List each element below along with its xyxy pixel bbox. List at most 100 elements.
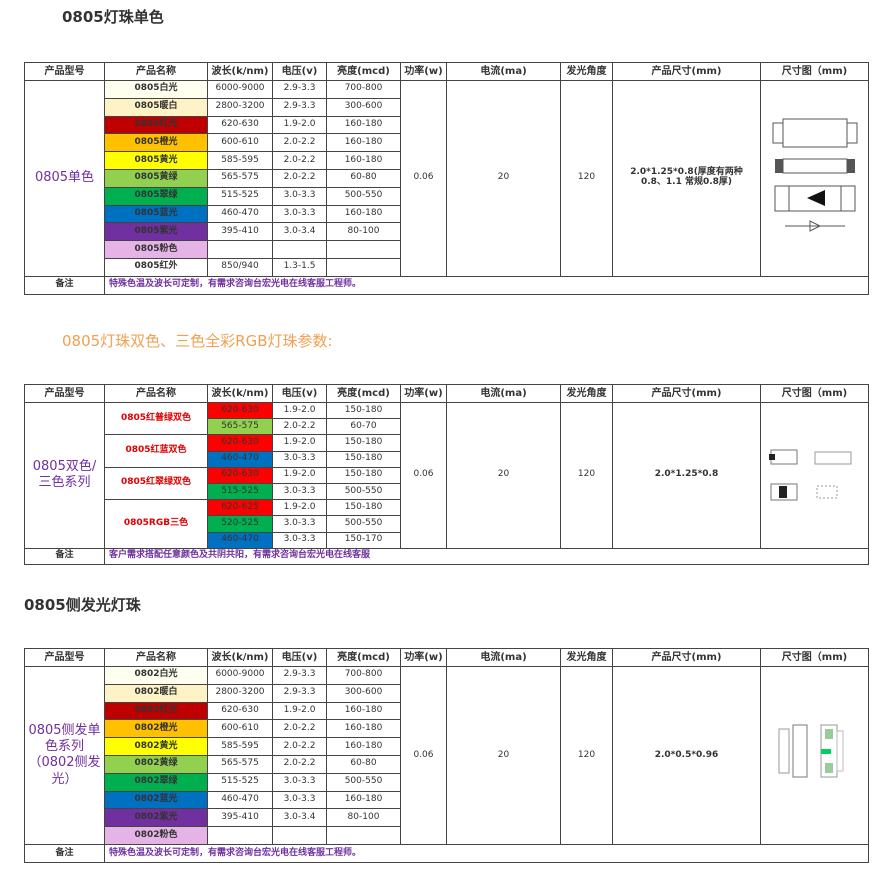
product-name: 0805红外 bbox=[104, 257, 208, 277]
current: 20 bbox=[446, 666, 561, 845]
voltage: 2.0-2.2 bbox=[272, 418, 327, 436]
note-label: 备注 bbox=[24, 843, 105, 863]
header-cell: 电压(v) bbox=[272, 648, 327, 667]
brightness: 60-80 bbox=[326, 754, 401, 774]
series-cell: 0805侧发单色系列（0802侧发光） bbox=[24, 666, 105, 845]
wavelength: 395-410 bbox=[207, 222, 273, 242]
header-cell: 电流(ma) bbox=[446, 384, 561, 403]
wavelength: 460-470 bbox=[207, 204, 273, 224]
brightness: 150-170 bbox=[326, 531, 401, 549]
wavelength: 850/940 bbox=[207, 257, 273, 277]
voltage: 2.9-3.3 bbox=[272, 80, 327, 99]
wavelength: 600-610 bbox=[207, 133, 273, 153]
data-row: 565-575 2.0-2.2 60-70 bbox=[25, 418, 869, 436]
data-row: 520-525 3.0-3.3 500-550 bbox=[25, 515, 869, 533]
brightness: 150-180 bbox=[326, 401, 401, 420]
voltage: 1.9-2.0 bbox=[272, 434, 327, 452]
header-cell: 产品型号 bbox=[24, 648, 105, 667]
brightness: 300-600 bbox=[326, 97, 401, 117]
wavelength: 515-525 bbox=[207, 186, 273, 206]
header-cell: 功率(w) bbox=[400, 648, 447, 667]
data-row: 0802紫光 395-410 3.0-3.4 80-100 bbox=[25, 808, 869, 828]
header-cell: 功率(w) bbox=[400, 62, 447, 81]
brightness: 150-180 bbox=[326, 450, 401, 468]
size: 2.0*0.5*0.96 bbox=[612, 666, 761, 845]
header-cell: 功率(w) bbox=[400, 384, 447, 403]
product-name: 0805黄光 bbox=[104, 151, 208, 170]
size-diagram bbox=[760, 402, 869, 549]
voltage: 2.0-2.2 bbox=[272, 737, 327, 756]
note-row: 备注 特殊色温及波长可定制，有需求咨询台宏光电在线客服工程师。 bbox=[24, 843, 869, 863]
wavelength: 565-575 bbox=[207, 168, 273, 188]
data-row: 0802粉色 bbox=[25, 826, 869, 845]
voltage bbox=[272, 826, 327, 845]
wavelength: 620-630 bbox=[207, 466, 273, 484]
brightness: 160-180 bbox=[326, 204, 401, 224]
size: 2.0*1.25*0.8(厚度有两种0.8、1.1 常规0.8厚) bbox=[612, 80, 761, 277]
product-name: 0805蓝光 bbox=[104, 204, 208, 224]
voltage: 3.0-3.3 bbox=[272, 186, 327, 206]
product-name: 0805RGB三色 bbox=[104, 499, 208, 549]
spec-table: 产品型号 产品名称 波长(k/nm) 电压(v) 亮度(mcd) 功率(w) 电流(ma) 发… bbox=[24, 384, 869, 565]
voltage: 2.0-2.2 bbox=[272, 168, 327, 188]
data-row: 0802黄光 585-595 2.0-2.2 160-180 bbox=[25, 737, 869, 756]
wavelength: 515-525 bbox=[207, 482, 273, 501]
voltage: 2.0-2.2 bbox=[272, 754, 327, 774]
voltage: 3.0-3.3 bbox=[272, 204, 327, 224]
brightness: 500-550 bbox=[326, 515, 401, 533]
wavelength: 620-630 bbox=[207, 434, 273, 452]
note-label: 备注 bbox=[24, 547, 105, 565]
header-cell: 发光角度 bbox=[560, 648, 613, 667]
voltage bbox=[272, 240, 327, 259]
header-cell: 波长(k/nm) bbox=[207, 648, 273, 667]
header-cell: 电压(v) bbox=[272, 62, 327, 81]
note-text: 客户需求搭配任意颜色及共阴共阳，有需求咨询台宏光电在线客服 bbox=[104, 547, 869, 565]
voltage: 3.0-3.3 bbox=[272, 531, 327, 549]
product-name: 0805红蓝双色 bbox=[104, 434, 208, 468]
wavelength: 515-525 bbox=[207, 772, 273, 792]
header-cell: 产品名称 bbox=[104, 384, 208, 403]
brightness: 80-100 bbox=[326, 808, 401, 828]
voltage: 1.3-1.5 bbox=[272, 257, 327, 277]
data-row: 0802红光 620-630 1.9-2.0 160-180 bbox=[25, 701, 869, 721]
data-row: 0805翠绿 515-525 3.0-3.3 500-550 bbox=[25, 186, 869, 206]
header-cell: 电压(v) bbox=[272, 384, 327, 403]
brightness bbox=[326, 826, 401, 845]
data-row: 460-470 3.0-3.3 150-180 bbox=[25, 450, 869, 468]
header-cell: 产品名称 bbox=[104, 648, 208, 667]
brightness: 500-550 bbox=[326, 772, 401, 792]
product-name: 0805白光 bbox=[104, 80, 208, 99]
note-label: 备注 bbox=[24, 275, 105, 295]
product-name: 0805红翠绿双色 bbox=[104, 466, 208, 501]
header-cell: 产品型号 bbox=[24, 384, 105, 403]
wavelength: 620-630 bbox=[207, 701, 273, 721]
brightness: 160-180 bbox=[326, 151, 401, 170]
angle: 120 bbox=[560, 80, 613, 277]
note-text: 特殊色温及波长可定制，有需求咨询台宏光电在线客服工程师。 bbox=[104, 843, 869, 863]
product-name: 0805橙光 bbox=[104, 133, 208, 153]
header-cell: 波长(k/nm) bbox=[207, 384, 273, 403]
voltage: 2.0-2.2 bbox=[272, 151, 327, 170]
data-row: 0805粉色 bbox=[25, 240, 869, 259]
header-cell: 产品尺寸(mm) bbox=[612, 62, 761, 81]
header-cell: 发光角度 bbox=[560, 62, 613, 81]
wavelength: 620-630 bbox=[207, 115, 273, 135]
brightness: 80-100 bbox=[326, 222, 401, 242]
brightness: 700-800 bbox=[326, 80, 401, 99]
data-row: 0805红蓝双色 620-630 1.9-2.0 150-180 bbox=[25, 434, 869, 468]
header-cell: 波长(k/nm) bbox=[207, 62, 273, 81]
voltage: 1.9-2.0 bbox=[272, 701, 327, 721]
product-name: 0805黄绿 bbox=[104, 168, 208, 188]
note-row: 备注 客户需求搭配任意颜色及共阴共阳，有需求咨询台宏光电在线客服 bbox=[24, 547, 869, 565]
voltage: 1.9-2.0 bbox=[272, 115, 327, 135]
product-name: 0802红光 bbox=[104, 701, 208, 721]
brightness: 160-180 bbox=[326, 115, 401, 135]
product-name: 0802粉色 bbox=[104, 826, 208, 845]
voltage: 3.0-3.3 bbox=[272, 790, 327, 810]
brightness: 60-80 bbox=[326, 168, 401, 188]
data-row: 0805单色 0805白光 6000-9000 2.9-3.3 700-800 0.06 2… bbox=[24, 80, 869, 277]
brightness: 150-180 bbox=[326, 466, 401, 484]
header-cell: 产品型号 bbox=[24, 62, 105, 81]
series-cell: 0805单色 bbox=[24, 80, 105, 277]
section-heading: 0805灯珠双色、三色全彩RGB灯珠参数: bbox=[62, 332, 333, 350]
